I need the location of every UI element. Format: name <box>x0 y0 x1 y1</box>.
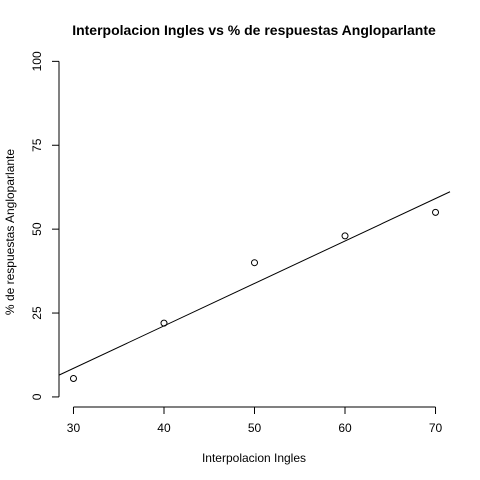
data-point <box>251 259 258 267</box>
x-tick-label: 60 <box>338 421 352 435</box>
x-tick-label: 70 <box>429 421 443 435</box>
data-point <box>69 374 77 382</box>
y-tick-label: 50 <box>30 222 44 236</box>
y-tick-label: 100 <box>30 51 44 71</box>
data-point <box>432 208 440 216</box>
x-tick-label: 50 <box>248 421 262 435</box>
x-tick-label: 40 <box>157 421 171 435</box>
y-tick-label: 75 <box>30 138 44 152</box>
y-tick-label: 0 <box>30 393 44 400</box>
y-axis-label: % de respuestas Angloparlante <box>3 149 17 315</box>
regression-line <box>58 191 451 376</box>
plot-area: 30 40 50 60 70 0 25 50 75 100 <box>30 51 451 435</box>
chart-title: Interpolacion Ingles vs % de respuestas … <box>72 22 436 38</box>
y-tick-label: 25 <box>30 306 44 320</box>
data-point <box>160 319 168 327</box>
x-axis-label: Interpolacion Ingles <box>202 451 306 465</box>
x-tick-label: 30 <box>67 421 81 435</box>
data-point <box>341 232 349 240</box>
